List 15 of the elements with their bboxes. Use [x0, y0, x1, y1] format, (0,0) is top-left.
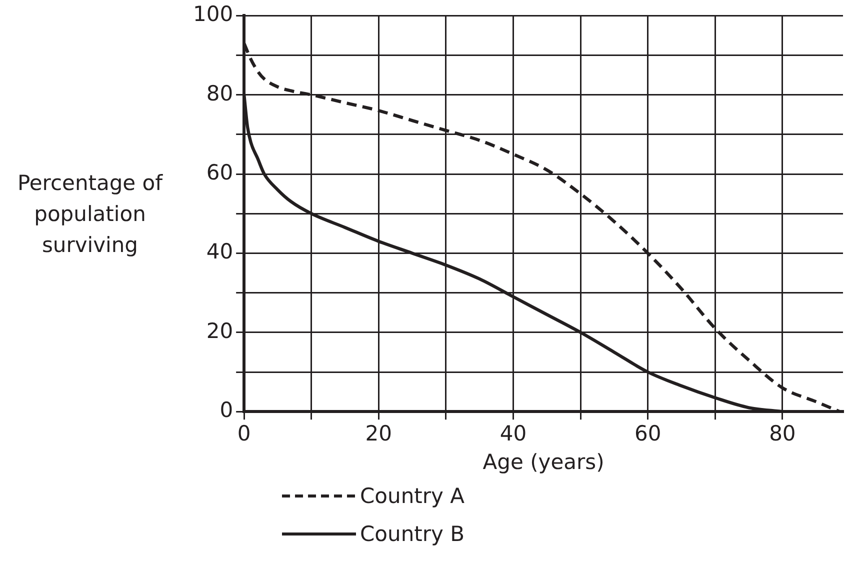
y-axis-title: Percentage of population surviving	[16, 170, 164, 259]
legend-label: Country A	[360, 484, 464, 508]
y-tick-label: 20	[206, 318, 234, 343]
y-tick-label: 0	[220, 398, 234, 422]
x-tick-label: 20	[365, 422, 392, 446]
y-tick-label: 40	[206, 240, 234, 264]
y-tick-label: 80	[206, 81, 234, 106]
x-tick-label: 40	[500, 422, 527, 446]
x-axis-title: Age (years)	[482, 450, 604, 474]
y-tick-label: 100	[192, 2, 234, 26]
y-tick-label: 60	[206, 160, 234, 184]
x-tick-label: 80	[769, 422, 796, 446]
legend-label: Country B	[360, 522, 465, 546]
x-tick-label: 60	[634, 422, 662, 446]
x-tick-label: 0	[237, 422, 251, 446]
